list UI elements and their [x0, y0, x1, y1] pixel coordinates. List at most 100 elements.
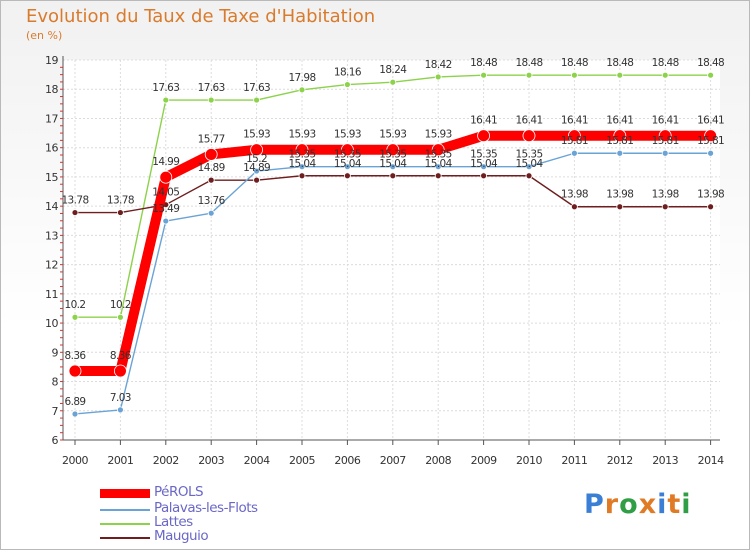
- legend-label-mauguio: Mauguio: [154, 528, 209, 544]
- data-label: 15.04: [470, 158, 498, 170]
- data-point: [340, 143, 354, 157]
- data-point: [704, 129, 717, 143]
- proxiti-logo: Proxiti: [584, 489, 692, 520]
- x-tick-label: 2012: [607, 454, 633, 467]
- y-tick-label: 10: [45, 317, 58, 330]
- x-tick-label: 2010: [516, 454, 542, 467]
- data-label: 15.35: [379, 149, 406, 161]
- data-label: 16.41: [652, 115, 679, 127]
- data-point: [207, 209, 215, 217]
- data-label: 15.93: [379, 129, 406, 141]
- data-point: [68, 364, 82, 378]
- y-tick-label: 9: [52, 346, 59, 359]
- logo-letter: o: [619, 489, 639, 520]
- x-tick-label: 2007: [380, 454, 406, 467]
- logo-letter: P: [584, 489, 605, 520]
- x-tick-label: 2006: [334, 454, 360, 467]
- data-point: [568, 129, 581, 143]
- data-label: 18.48: [515, 57, 542, 69]
- legend-swatch-palavas: [100, 509, 150, 511]
- data-label: 15.93: [425, 129, 452, 141]
- data-point: [477, 129, 491, 143]
- data-label: 13.98: [652, 189, 679, 201]
- x-tick-label: 2005: [289, 454, 315, 467]
- data-point: [434, 163, 442, 171]
- data-point: [71, 209, 79, 216]
- data-point: [343, 81, 351, 88]
- y-tick-label: 14: [45, 200, 58, 213]
- data-point: [661, 203, 669, 211]
- data-point: [343, 163, 351, 171]
- data-label: 14.89: [198, 162, 225, 174]
- data-point: [117, 406, 124, 414]
- data-label: 15.81: [561, 135, 588, 147]
- data-point: [707, 149, 714, 157]
- legend-label-palavas: Palavas-les-Flots: [154, 500, 258, 516]
- data-point: [434, 172, 442, 180]
- data-point: [298, 163, 306, 171]
- data-label: 17.63: [198, 82, 225, 94]
- logo-letter: i: [681, 489, 692, 520]
- data-point: [525, 163, 533, 171]
- data-point: [389, 163, 397, 171]
- data-point: [114, 364, 127, 378]
- data-point: [434, 73, 442, 81]
- legend-label-perols: PéROLS: [154, 484, 204, 500]
- x-tick-label: 2011: [561, 454, 587, 467]
- data-label: 6.89: [65, 396, 86, 408]
- data-label: 10.2: [110, 299, 131, 311]
- data-point: [707, 203, 714, 211]
- data-label: 16.41: [470, 115, 497, 127]
- data-label: 18.42: [425, 59, 452, 71]
- data-point: [616, 203, 624, 211]
- data-label: 16.41: [606, 115, 633, 127]
- data-label: 15.81: [697, 135, 724, 147]
- data-point: [298, 86, 306, 94]
- data-label: 17.63: [152, 82, 179, 94]
- plot-area: [63, 60, 720, 440]
- data-label: 13.98: [561, 189, 588, 201]
- data-label: 18.48: [652, 57, 679, 69]
- data-label: 15.04: [515, 158, 543, 170]
- y-tick-label: 7: [52, 405, 59, 418]
- y-tick-label: 6: [52, 434, 59, 447]
- data-label: 16.41: [697, 115, 724, 127]
- data-point: [389, 172, 397, 180]
- data-label: 18.24: [379, 64, 407, 76]
- data-point: [298, 172, 306, 180]
- legend-swatch-lattes: [100, 523, 150, 525]
- data-point: [71, 313, 79, 321]
- data-point: [613, 129, 627, 143]
- data-point: [480, 71, 488, 79]
- data-point: [616, 71, 624, 79]
- data-point: [295, 143, 309, 157]
- x-tick-label: 2013: [652, 454, 678, 467]
- chart-title: Evolution du Taux de Taxe d'Habitation: [26, 6, 376, 27]
- legend-label-lattes: Lattes: [154, 514, 193, 530]
- data-point: [571, 203, 578, 211]
- data-point: [343, 172, 351, 180]
- data-label: 15.35: [515, 149, 542, 161]
- data-point: [204, 148, 218, 161]
- y-tick-label: 18: [45, 83, 58, 96]
- data-point: [162, 217, 170, 225]
- data-point: [389, 78, 397, 86]
- x-tick-label: 2009: [471, 454, 497, 467]
- data-point: [480, 163, 488, 171]
- data-label: 18.48: [697, 57, 724, 69]
- data-point: [431, 143, 445, 157]
- data-point: [253, 167, 261, 175]
- data-point: [386, 143, 400, 157]
- data-label: 15.93: [334, 129, 361, 141]
- y-tick-label: 15: [45, 171, 58, 184]
- data-point: [480, 172, 488, 180]
- data-point: [117, 209, 124, 216]
- data-point: [207, 96, 215, 104]
- data-label: 8.36: [65, 350, 87, 362]
- data-point: [159, 170, 173, 184]
- chart-subtitle: (en %): [26, 29, 63, 42]
- logo-letter: i: [657, 489, 668, 520]
- data-point: [571, 71, 578, 79]
- legend-swatch-perols: [100, 489, 150, 498]
